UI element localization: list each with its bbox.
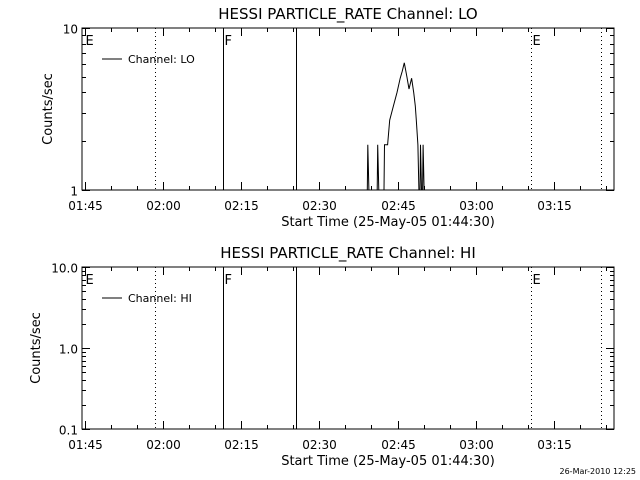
x-tick-label: 02:15 — [224, 199, 259, 213]
y-tick-label: 10.0 — [51, 262, 78, 276]
chart-title: HESSI PARTICLE_RATE Channel: LO — [218, 5, 477, 24]
event-marker-label: E — [533, 273, 541, 288]
series-line-segment — [366, 144, 370, 191]
x-tick-label: 02:00 — [146, 199, 181, 213]
x-tick-label: 03:00 — [459, 438, 494, 452]
x-tick-label: 03:00 — [459, 199, 494, 213]
x-axis-label: Start Time (25-May-05 01:44:30) — [281, 454, 495, 469]
event-marker-label: F — [225, 34, 232, 49]
x-tick-label: 02:15 — [224, 438, 259, 452]
x-tick-label: 03:15 — [537, 199, 572, 213]
x-tick-label: 02:30 — [302, 438, 337, 452]
event-marker-label: F — [225, 273, 232, 288]
series-line-segment — [383, 62, 420, 191]
chart-title: HESSI PARTICLE_RATE Channel: HI — [220, 244, 476, 263]
x-tick-label: 01:45 — [68, 199, 103, 213]
y-tick-label: 1 — [70, 185, 78, 199]
event-marker-label: E — [86, 34, 94, 49]
legend-label: Channel: LO — [128, 53, 195, 66]
series-line-segment — [376, 144, 380, 191]
event-marker-label: E — [86, 273, 94, 288]
x-tick-label: 02:00 — [146, 438, 181, 452]
chart-panel-0: HESSI PARTICLE_RATE Channel: LO 01:45 02:0… — [41, 5, 615, 230]
series-line-segment — [422, 144, 425, 191]
plot-frame — [81, 27, 615, 191]
legend-label: Channel: HI — [128, 292, 192, 305]
event-marker-label: E — [533, 34, 541, 49]
x-tick-label: 02:30 — [302, 199, 337, 213]
y-tick-label: 0.1 — [59, 424, 78, 438]
series-line-segment — [419, 144, 422, 191]
chart-panel-1: HESSI PARTICLE_RATE Channel: HI 01:45 02:0… — [29, 244, 615, 469]
x-tick-label: 02:45 — [381, 438, 416, 452]
y-axis-label: Counts/sec — [29, 312, 44, 384]
y-tick-label: 1.0 — [59, 343, 78, 357]
y-axis-label: Counts/sec — [41, 73, 56, 145]
x-axis-label: Start Time (25-May-05 01:44:30) — [281, 215, 495, 230]
plot-timestamp: 26-Mar-2010 12:25 — [560, 467, 637, 476]
x-tick-label: 03:15 — [537, 438, 572, 452]
x-tick-label: 02:45 — [381, 199, 416, 213]
y-tick-label: 10 — [63, 23, 78, 37]
x-tick-label: 01:45 — [68, 438, 103, 452]
